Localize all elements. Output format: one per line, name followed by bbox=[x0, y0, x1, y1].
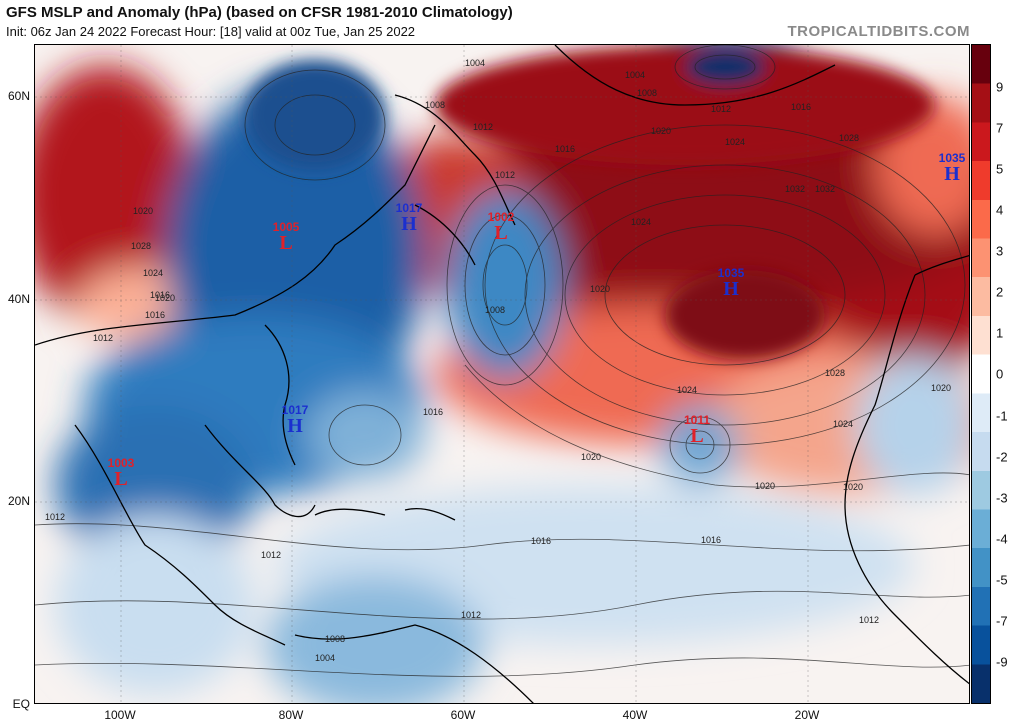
colorbar-label: -5 bbox=[996, 572, 1008, 588]
isobar-label: 1020 bbox=[842, 482, 864, 492]
high-symbol: H bbox=[401, 213, 417, 235]
isobar-label: 1012 bbox=[494, 170, 516, 180]
isobar-label: 1008 bbox=[424, 100, 446, 110]
isobar-label: 1020 bbox=[930, 383, 952, 393]
low-pressure-center: 1002 L bbox=[488, 211, 515, 243]
isobar-label: 1024 bbox=[724, 137, 746, 147]
isobar-label: 1016 bbox=[554, 144, 576, 154]
isobar-label: 1024 bbox=[630, 217, 652, 227]
pressure-value: 1003 bbox=[107, 456, 135, 470]
lat-label: 40N bbox=[7, 292, 30, 306]
colorbar-label: 5 bbox=[996, 161, 1004, 177]
low-symbol: L bbox=[114, 468, 128, 490]
lon-label: 100W bbox=[104, 708, 136, 722]
colorbar-label: -7 bbox=[996, 613, 1008, 629]
isobar-label: 1004 bbox=[464, 58, 486, 68]
high-pressure-center: 1017 H bbox=[282, 404, 309, 436]
isobar-label: 1024 bbox=[676, 385, 698, 395]
lon-label: 20W bbox=[794, 708, 820, 722]
isobar-label: 1008 bbox=[636, 88, 658, 98]
isobar-label: 1012 bbox=[44, 512, 66, 522]
high-symbol: H bbox=[944, 163, 960, 185]
colorbar-label: 0 bbox=[996, 366, 1004, 382]
isobar-label: 1020 bbox=[132, 206, 154, 216]
lat-label: 60N bbox=[7, 89, 30, 103]
pressure-value: 1005 bbox=[272, 220, 300, 234]
anomaly-map: 1005 L 1017 H 1002 L 1017 H 1003 L 1035 … bbox=[34, 44, 970, 704]
isobar-label: 1020 bbox=[154, 293, 176, 303]
isobar-label: 1004 bbox=[314, 653, 336, 663]
isobar-label: 1024 bbox=[832, 419, 854, 429]
low-symbol: L bbox=[690, 425, 704, 447]
colorbar-label: -9 bbox=[996, 654, 1008, 670]
low-pressure-center: 1011 L bbox=[684, 414, 710, 446]
brand-watermark: TROPICALTIDBITS.COM bbox=[787, 23, 970, 40]
isobar-label: 1016 bbox=[149, 290, 171, 300]
high-pressure-center: 1017 H bbox=[396, 202, 423, 234]
map-title: GFS MSLP and Anomaly (hPa) (based on CFS… bbox=[6, 4, 513, 21]
low-symbol: L bbox=[279, 232, 293, 254]
pressure-value: 1011 bbox=[683, 413, 711, 427]
lat-label: 20N bbox=[7, 494, 30, 508]
colorbar-label: 1 bbox=[996, 325, 1004, 341]
high-symbol: H bbox=[287, 415, 303, 437]
colorbar-label: -2 bbox=[996, 449, 1008, 465]
colorbar-label: 2 bbox=[996, 284, 1004, 300]
isobar-label: 1028 bbox=[824, 368, 846, 378]
isobar-label: 1020 bbox=[650, 126, 672, 136]
forecast-info: Init: 06z Jan 24 2022 Forecast Hour: [18… bbox=[6, 24, 416, 39]
lon-label: 60W bbox=[450, 708, 476, 722]
high-symbol: H bbox=[723, 278, 739, 300]
isobar-label: 1008 bbox=[484, 305, 506, 315]
isobar-label: 1012 bbox=[92, 333, 114, 343]
colorbar-label: -1 bbox=[996, 408, 1008, 424]
isobar-label: 1028 bbox=[130, 241, 152, 251]
isobar-label: 1016 bbox=[530, 536, 552, 546]
isobar-label: 1020 bbox=[589, 284, 611, 294]
high-pressure-center: 1035 H bbox=[939, 152, 966, 184]
lat-label: EQ bbox=[12, 697, 30, 711]
isobar-label: 1012 bbox=[260, 550, 282, 560]
isobar-label: 1020 bbox=[754, 481, 776, 491]
isobar-label: 1012 bbox=[858, 615, 880, 625]
isobar-label: 1020 bbox=[580, 452, 602, 462]
lon-label: 40W bbox=[622, 708, 648, 722]
pressure-value: 1035 bbox=[938, 151, 966, 165]
pressure-value: 1002 bbox=[487, 210, 515, 224]
isobar-label: 1032 bbox=[814, 184, 836, 194]
colorbar-label: 4 bbox=[996, 202, 1004, 218]
low-pressure-center: 1005 L bbox=[273, 221, 300, 253]
pressure-value: 1017 bbox=[281, 403, 309, 417]
low-symbol: L bbox=[494, 222, 508, 244]
anomaly-field bbox=[35, 45, 969, 703]
isobar-label: 1004 bbox=[624, 70, 646, 80]
colorbar-label: -4 bbox=[996, 531, 1008, 547]
high-pressure-center: 1035 H bbox=[718, 267, 745, 299]
isobar-label: 1016 bbox=[790, 102, 812, 112]
isobar-label: 1012 bbox=[460, 610, 482, 620]
isobar-label: 1008 bbox=[324, 634, 346, 644]
lon-label: 80W bbox=[278, 708, 304, 722]
colorbar-label: 3 bbox=[996, 243, 1004, 259]
low-pressure-center: 1003 L bbox=[108, 457, 135, 489]
isobar-label: 1032 bbox=[784, 184, 806, 194]
isobar-label: 1016 bbox=[422, 407, 444, 417]
isobar-label: 1024 bbox=[142, 268, 164, 278]
colorbar bbox=[971, 44, 991, 704]
pressure-value: 1035 bbox=[717, 266, 745, 280]
isobar-label: 1016 bbox=[144, 310, 166, 320]
isobar-label: 1012 bbox=[710, 104, 732, 114]
isobar-label: 1012 bbox=[472, 122, 494, 132]
isobar-label: 1028 bbox=[838, 133, 860, 143]
colorbar-label: 9 bbox=[996, 79, 1004, 95]
pressure-value: 1017 bbox=[395, 201, 423, 215]
isobar-label: 1016 bbox=[700, 535, 722, 545]
colorbar-label: 7 bbox=[996, 120, 1004, 136]
colorbar-label: -3 bbox=[996, 490, 1008, 506]
